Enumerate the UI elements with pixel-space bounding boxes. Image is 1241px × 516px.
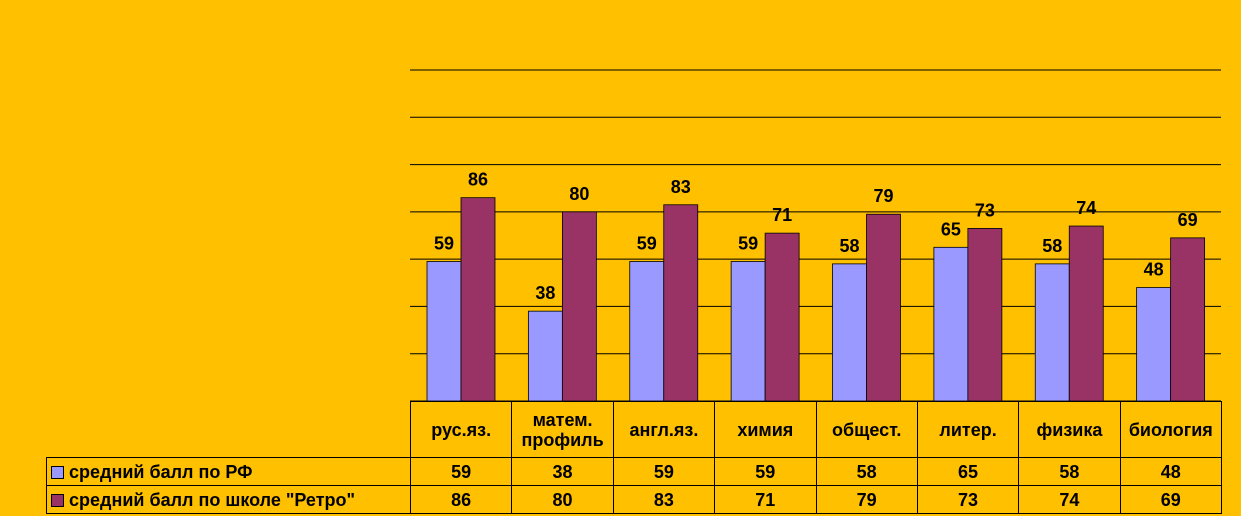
data-label: 38: [535, 283, 555, 303]
data-label: 73: [975, 200, 995, 220]
table-value: 69: [1119, 485, 1223, 514]
data-label: 86: [468, 170, 488, 190]
table-value: 58: [815, 457, 918, 486]
bar: [933, 246, 969, 402]
corner-cell: [46, 401, 411, 458]
table-row: средний балл по школе "Ретро" 86 80 83 71 79 7…: [46, 485, 1223, 514]
table-value: 83: [612, 485, 716, 514]
category-label: химия: [714, 401, 817, 458]
legend-entry: средний балл по школе "Ретро": [46, 485, 411, 514]
legend-label: средний балл по школе "Ретро": [69, 489, 356, 510]
category-label: рус.яз.: [409, 401, 513, 458]
data-label: 48: [1144, 260, 1164, 280]
category-label: англ.яз.: [612, 401, 716, 458]
table-value: 38: [511, 457, 614, 486]
data-label: 83: [671, 177, 691, 197]
data-label: 58: [839, 236, 859, 256]
category-label: матем. профиль: [511, 401, 614, 458]
legend-key: [51, 493, 64, 507]
data-label: 79: [873, 186, 893, 206]
bar: [663, 204, 699, 402]
category-label: общест.: [815, 401, 918, 458]
category-label: биология: [1119, 401, 1223, 458]
legend-entry: средний балл по РФ: [46, 457, 411, 486]
table-value: 48: [1119, 457, 1223, 486]
bar: [460, 197, 496, 402]
category-label: литер.: [916, 401, 1020, 458]
data-label: 80: [569, 184, 589, 204]
table-value: 73: [916, 485, 1020, 514]
data-label: 59: [434, 234, 454, 254]
data-table: рус.яз. матем. профиль англ.яз. химия общест…: [46, 401, 1223, 514]
bar: [1136, 287, 1172, 402]
table-row: рус.яз. матем. профиль англ.яз. химия общест…: [46, 401, 1223, 458]
legend-label: средний балл по РФ: [69, 461, 253, 482]
bar: [629, 261, 665, 402]
data-label: 59: [637, 234, 657, 254]
table-value: 59: [714, 457, 817, 486]
bar: [730, 261, 766, 402]
bar: [527, 310, 563, 402]
table-value: 79: [815, 485, 918, 514]
data-label: 74: [1076, 198, 1096, 218]
table-value: 71: [714, 485, 817, 514]
table-value: 80: [511, 485, 614, 514]
bar: [967, 228, 1003, 402]
table-value: 86: [409, 485, 513, 514]
bar: [764, 232, 800, 402]
bar: [866, 213, 901, 402]
table-value: 59: [612, 457, 716, 486]
table-value: 58: [1018, 457, 1121, 486]
legend-key: [51, 465, 64, 479]
bar: [1034, 263, 1070, 402]
bar: [832, 263, 867, 402]
data-label: 69: [1178, 210, 1198, 230]
data-label: 58: [1042, 236, 1062, 256]
category-label: физика: [1018, 401, 1121, 458]
data-label: 65: [941, 219, 961, 239]
data-label: 71: [772, 205, 792, 225]
bar: [1170, 237, 1206, 402]
table-row: средний балл по РФ 59 38 59 59 58 65 58 48: [46, 457, 1223, 486]
table-value: 59: [409, 457, 513, 486]
bar: [426, 261, 462, 402]
table-value: 74: [1018, 485, 1121, 514]
bar: [1068, 225, 1104, 402]
table-value: 65: [916, 457, 1020, 486]
data-label: 59: [738, 234, 758, 254]
bar: [561, 211, 597, 402]
